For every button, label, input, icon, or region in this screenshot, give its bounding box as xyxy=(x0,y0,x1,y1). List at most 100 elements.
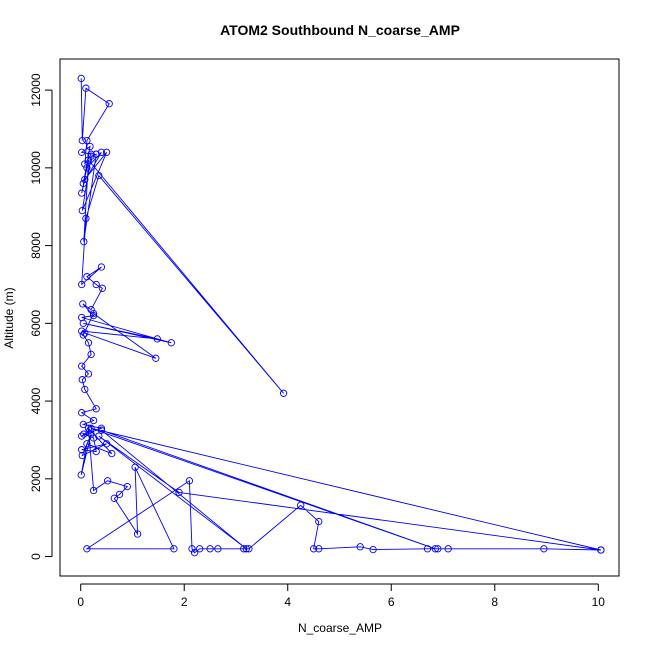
data-point xyxy=(77,471,85,479)
data-point xyxy=(78,446,86,454)
data-point xyxy=(188,545,196,553)
data-point xyxy=(92,280,100,289)
y-tick-label: 2000 xyxy=(29,465,43,492)
y-axis-label: Altitude (m) xyxy=(2,287,16,348)
x-tick-label: 4 xyxy=(284,595,291,609)
data-point xyxy=(87,424,95,432)
data-point xyxy=(87,152,95,160)
data-point xyxy=(240,545,248,553)
data-point xyxy=(78,148,86,156)
data-point xyxy=(133,530,142,538)
x-tick-label: 6 xyxy=(388,595,395,609)
data-point xyxy=(431,545,439,553)
data-point xyxy=(83,440,91,448)
y-tick-label: 8000 xyxy=(29,232,43,259)
x-tick-label: 0 xyxy=(77,595,84,609)
data-point xyxy=(79,179,87,188)
y-tick-label: 6000 xyxy=(29,310,43,337)
data-point xyxy=(79,300,87,308)
data-point xyxy=(81,160,89,168)
data-point xyxy=(315,517,323,526)
y-tick-label: 0 xyxy=(29,553,43,560)
data-point xyxy=(78,432,86,440)
data-point xyxy=(190,549,199,557)
data-point xyxy=(97,148,106,156)
x-tick-label: 8 xyxy=(491,595,498,609)
chart-title: ATOM2 Southbound N_coarse_AMP xyxy=(220,22,460,38)
data-point xyxy=(105,100,113,108)
data-point xyxy=(97,263,106,271)
data-point xyxy=(95,171,103,180)
data-point xyxy=(242,545,250,553)
plot-area-frame xyxy=(59,58,620,577)
data-point xyxy=(102,440,111,448)
data-point xyxy=(315,545,323,553)
data-point xyxy=(423,545,432,553)
data-point xyxy=(89,486,98,495)
data-point xyxy=(167,339,175,347)
data-point xyxy=(279,389,288,397)
data-point xyxy=(206,545,214,553)
data-point xyxy=(78,451,86,460)
x-axis: 0 2 4 6 8 10 xyxy=(77,583,606,609)
data-point xyxy=(196,545,204,553)
data-point xyxy=(84,339,93,347)
data-point xyxy=(87,150,95,158)
data-point xyxy=(110,494,118,502)
data-point xyxy=(152,354,160,362)
data-point xyxy=(131,463,139,471)
data-point xyxy=(79,331,87,339)
x-tick-label: 10 xyxy=(592,595,606,609)
data-point xyxy=(97,426,106,434)
x-tick-label: 2 xyxy=(181,595,188,609)
data-point xyxy=(115,490,124,499)
data-point xyxy=(81,329,89,337)
data-point xyxy=(108,449,116,458)
y-tick-label: 4000 xyxy=(29,387,43,414)
data-point xyxy=(77,74,85,83)
data-point xyxy=(83,164,91,172)
series-layer xyxy=(77,74,605,557)
data-point xyxy=(444,545,452,553)
data-point xyxy=(245,545,253,553)
data-point xyxy=(78,136,86,145)
data-point xyxy=(87,430,95,438)
data-point xyxy=(102,148,111,156)
data-point xyxy=(84,424,93,432)
data-point xyxy=(78,189,86,197)
data-point xyxy=(87,350,95,359)
data-point xyxy=(185,477,194,485)
y-tick-label: 12000 xyxy=(29,73,43,107)
data-point xyxy=(78,280,86,289)
data-point xyxy=(92,150,100,158)
series-line xyxy=(80,78,602,554)
data-point xyxy=(79,420,87,429)
data-point xyxy=(95,432,103,440)
data-point xyxy=(92,447,100,456)
data-point xyxy=(83,136,91,145)
data-point xyxy=(540,545,548,553)
data-point xyxy=(89,311,98,320)
data-point xyxy=(80,430,88,438)
data-point xyxy=(80,238,88,246)
y-tick-label: 10000 xyxy=(29,151,43,185)
data-point xyxy=(79,319,87,327)
data-point xyxy=(356,543,364,551)
data-point xyxy=(92,405,100,413)
data-point xyxy=(175,488,183,497)
data-point xyxy=(89,309,98,318)
data-point xyxy=(83,273,91,281)
data-point xyxy=(123,482,131,491)
data-point xyxy=(369,545,377,554)
data-point xyxy=(78,362,86,370)
data-point xyxy=(86,142,94,151)
data-point xyxy=(297,501,305,509)
data-point xyxy=(97,424,106,432)
data-point xyxy=(89,416,98,425)
data-point xyxy=(98,284,107,292)
data-point xyxy=(82,84,90,92)
data-point xyxy=(84,370,93,378)
data-point xyxy=(170,545,178,553)
data-point xyxy=(214,545,222,553)
